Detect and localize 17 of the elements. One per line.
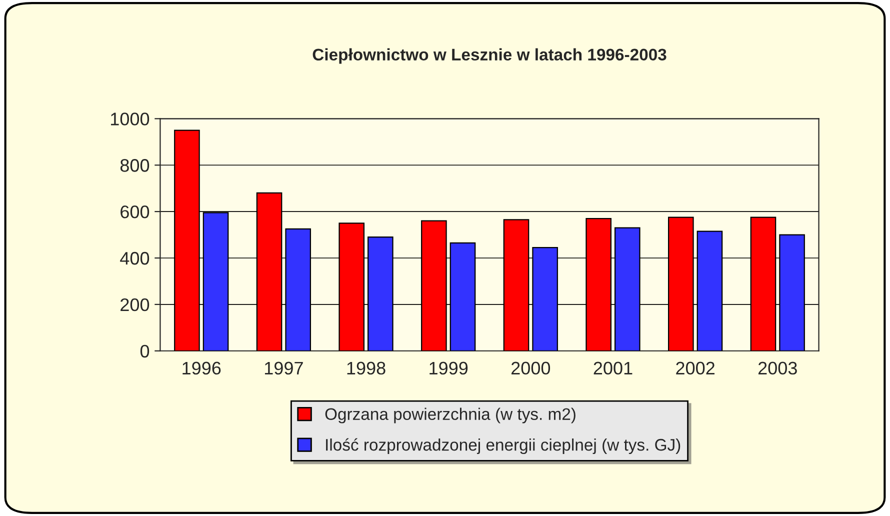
y-tick-label: 200 bbox=[120, 298, 150, 312]
x-tick-label: 2001 bbox=[594, 362, 632, 375]
x-tick-label: 2000 bbox=[511, 362, 550, 375]
legend-label: Ogrzana powierzchnia (w tys. m2) bbox=[325, 408, 576, 424]
legend-label: Ilość rozprowadzonej energii cieplnej (w tys. GJ) bbox=[326, 438, 680, 454]
x-tick-label: 2002 bbox=[676, 362, 714, 375]
x-tick-label: 1996 bbox=[182, 362, 221, 375]
x-tick-label: 1998 bbox=[347, 362, 386, 375]
y-tick-label: 800 bbox=[120, 159, 150, 172]
x-tick-label: 2003 bbox=[758, 362, 797, 375]
y-tick-label: 0 bbox=[140, 344, 150, 358]
x-tick-label: 1997 bbox=[264, 362, 303, 375]
y-tick-label: 1000 bbox=[111, 112, 150, 126]
x-tick-label: 1999 bbox=[430, 362, 468, 375]
chart-title: Ciepłownictwo w Lesznie w latach 1996-2003 bbox=[312, 48, 666, 64]
y-tick-label: 400 bbox=[120, 252, 150, 265]
y-tick-label: 600 bbox=[120, 205, 150, 218]
